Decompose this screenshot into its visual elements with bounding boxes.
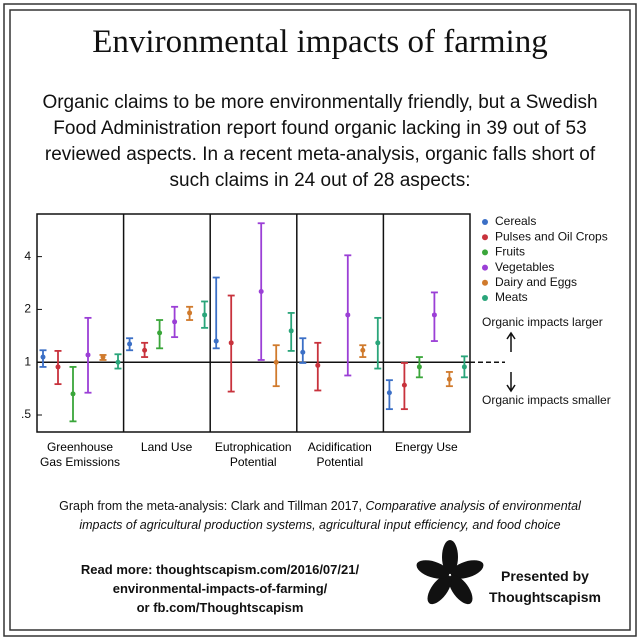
legend-marker xyxy=(482,295,488,301)
point xyxy=(70,391,76,397)
point xyxy=(315,362,321,368)
subtitle: Organic claims to be more environmentall… xyxy=(42,92,598,191)
logo xyxy=(416,540,484,605)
y-tick-label: 1 xyxy=(24,354,31,368)
point xyxy=(273,359,279,365)
legend-label: Meats xyxy=(495,290,528,304)
arrow xyxy=(506,331,516,352)
citation-title: Comparative analysis of environmental im… xyxy=(79,499,581,532)
legend-label: Pulses and Oil Crops xyxy=(495,229,608,243)
read-more-line: or fb.com/Thoughtscapism xyxy=(136,600,304,615)
read-more-line: Read more: thoughtscapism.com/2016/07/21… xyxy=(80,562,360,577)
point xyxy=(115,359,121,365)
point xyxy=(288,328,294,334)
point xyxy=(40,354,46,360)
y-tick-label: 2 xyxy=(24,302,31,316)
point xyxy=(127,341,133,347)
presented-line: Presented by xyxy=(501,568,589,584)
point xyxy=(375,340,381,346)
x-tick-label: Land Use xyxy=(140,440,193,454)
legend-marker xyxy=(482,249,488,256)
point xyxy=(142,347,148,353)
read-more-line: environmental-impacts-of-farming/ xyxy=(112,581,328,596)
citation: Graph from the meta-analysis: Clark and … xyxy=(40,497,600,535)
presented-line: Thoughtscapism xyxy=(488,589,601,605)
legend-label: Vegetables xyxy=(495,260,554,274)
x-tick-label: Acidification Potential xyxy=(307,440,372,469)
x-tick-label: Greenhouse Gas Emissions xyxy=(39,440,121,469)
point xyxy=(258,289,264,295)
citation-text: Graph from the meta-analysis: Clark and … xyxy=(59,499,366,513)
point xyxy=(386,390,392,396)
point xyxy=(228,340,234,346)
x-tick-label: Eutrophication Potential xyxy=(214,440,292,469)
frame xyxy=(3,3,637,637)
y-tick-label: .5 xyxy=(21,407,31,421)
x-tick-label: Energy Use xyxy=(395,440,458,454)
legend-label: Dairy and Eggs xyxy=(495,275,577,289)
title: Environmental impacts of farming xyxy=(92,24,548,60)
point xyxy=(172,319,178,325)
annotation: Organic impacts smaller xyxy=(482,393,611,407)
point xyxy=(202,312,208,318)
point xyxy=(345,312,351,318)
point xyxy=(461,364,467,370)
legend-label: Cereals xyxy=(495,214,536,228)
y-tick-label: 4 xyxy=(24,249,31,263)
read-more: Read more: thoughtscapism.com/2016/07/21… xyxy=(60,560,380,617)
point xyxy=(446,376,452,382)
legend-marker xyxy=(482,264,488,271)
legend-label: Fruits xyxy=(495,245,525,259)
plot-area xyxy=(36,213,471,433)
point xyxy=(157,330,163,336)
frame xyxy=(9,9,631,631)
arrow xyxy=(506,372,516,393)
point xyxy=(100,354,106,360)
legend-marker xyxy=(482,219,488,225)
point xyxy=(360,347,366,353)
point xyxy=(55,364,61,370)
point xyxy=(401,382,407,388)
point xyxy=(85,352,91,358)
point xyxy=(431,312,437,318)
annotation: Organic impacts larger xyxy=(482,315,603,329)
point xyxy=(187,310,193,316)
point xyxy=(416,364,422,370)
presented-by: Presented by Thoughtscapism xyxy=(480,566,610,608)
point xyxy=(213,338,219,344)
legend-marker xyxy=(482,234,488,241)
point xyxy=(300,349,306,355)
legend-marker xyxy=(482,279,488,286)
